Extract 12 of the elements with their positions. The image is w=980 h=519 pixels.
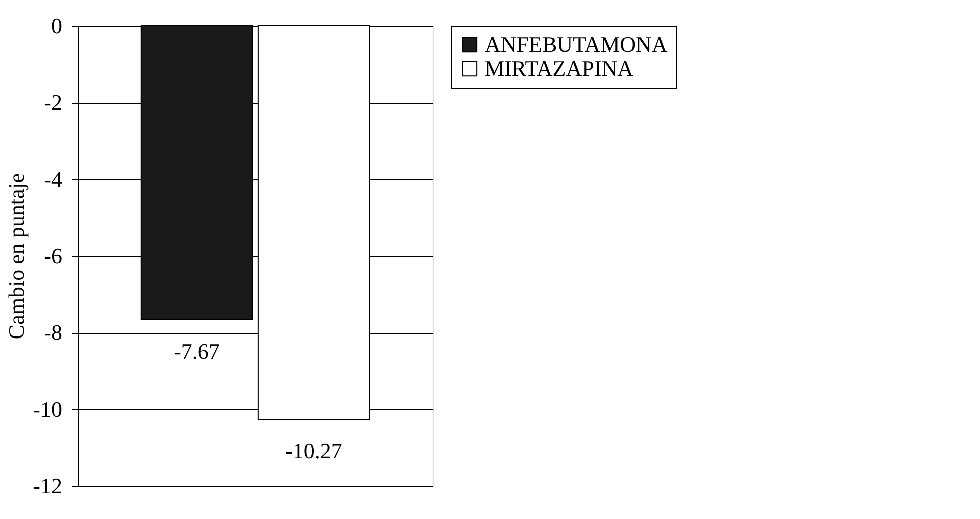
y-tick-label: -4 xyxy=(44,166,62,192)
y-tick-label: -2 xyxy=(44,90,62,116)
legend-label: ANFEBUTAMONA xyxy=(485,32,668,57)
data-label: -7.67 xyxy=(174,339,220,364)
data-label: -10.27 xyxy=(286,438,342,464)
y-tick-label: -6 xyxy=(44,244,62,268)
y-tick-label: -8 xyxy=(44,320,62,346)
y-tick-label: -10 xyxy=(33,396,62,422)
y-tick-label: 0 xyxy=(52,14,62,38)
legend-label: MIRTAZAPINA xyxy=(485,56,634,81)
y-tick-label: -12 xyxy=(33,474,62,498)
y-axis-title: Cambio en puntaje xyxy=(4,173,30,340)
